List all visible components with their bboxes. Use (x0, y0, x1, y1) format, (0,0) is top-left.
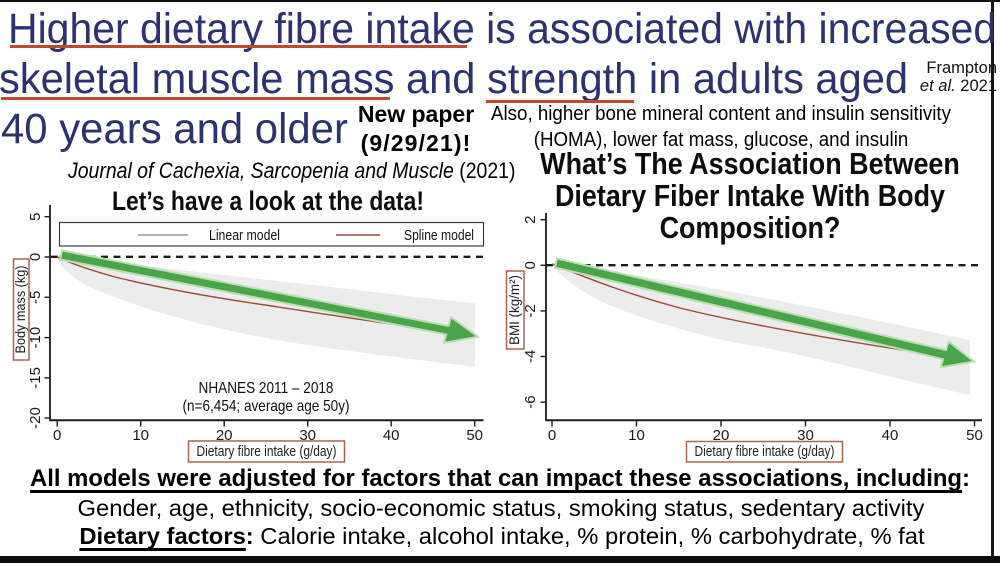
svg-text:0: 0 (522, 261, 539, 269)
svg-text:Dietary fibre intake (g/day): Dietary fibre intake (g/day) (695, 444, 835, 460)
svg-text:-6: -6 (522, 395, 539, 408)
svg-text:Body mass (kg): Body mass (kg) (13, 266, 28, 354)
svg-text:20: 20 (216, 427, 233, 444)
svg-text:10: 10 (132, 427, 149, 444)
svg-text:BMI (kg/m²): BMI (kg/m²) (507, 275, 522, 345)
svg-text:Dietary fibre intake (g/day): Dietary fibre intake (g/day) (197, 444, 337, 460)
svg-text:-2: -2 (522, 304, 539, 317)
svg-text:-15: -15 (27, 367, 44, 389)
svg-text:-10: -10 (27, 327, 44, 349)
svg-text:30: 30 (797, 427, 814, 444)
svg-text:50: 50 (966, 427, 983, 444)
svg-text:-4: -4 (522, 350, 539, 363)
svg-text:0: 0 (53, 427, 61, 444)
svg-text:10: 10 (628, 427, 645, 444)
svg-text:40: 40 (882, 427, 899, 444)
svg-text:20: 20 (713, 427, 730, 444)
svg-text:2: 2 (522, 216, 539, 224)
svg-text:NHANES 2011 – 2018: NHANES 2011 – 2018 (199, 380, 334, 397)
svg-text:0: 0 (548, 427, 556, 444)
svg-text:50: 50 (466, 427, 483, 444)
svg-text:5: 5 (27, 213, 44, 221)
svg-text:-20: -20 (27, 407, 44, 429)
svg-text:(n=6,454; average age 50y): (n=6,454; average age 50y) (183, 398, 350, 415)
svg-text:Linear model: Linear model (209, 227, 280, 244)
svg-text:0: 0 (27, 253, 44, 261)
svg-text:30: 30 (299, 427, 316, 444)
svg-text:40: 40 (383, 427, 400, 444)
svg-text:-5: -5 (27, 291, 44, 304)
svg-text:Spline model: Spline model (404, 227, 474, 244)
